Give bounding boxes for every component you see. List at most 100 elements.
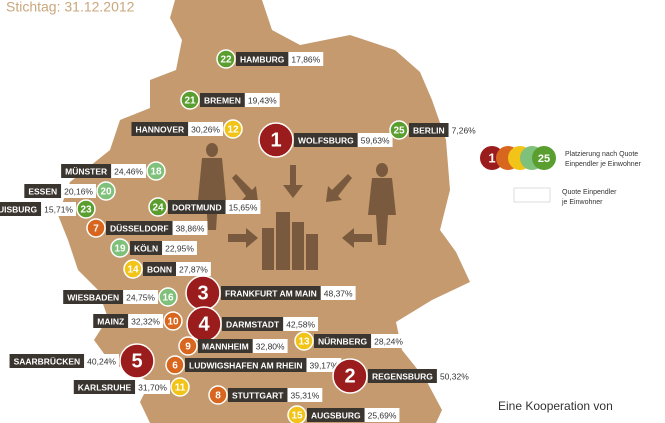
city-quote-box xyxy=(61,184,96,198)
rank-circle xyxy=(258,122,294,158)
rank-circle xyxy=(148,197,168,217)
city-name: LUDWIGSHAFEN AM RHEIN xyxy=(189,360,302,370)
legend-box xyxy=(513,187,551,203)
city-name-box xyxy=(0,202,42,216)
city: WIESBADEN 24,75% 16 xyxy=(63,287,178,307)
rank: 12 xyxy=(227,125,239,136)
city: ESSEN 20,16% 20 xyxy=(24,181,116,201)
city-quote: 38,86% xyxy=(176,223,205,233)
city: DARMSTADT 42,58% 4 xyxy=(186,306,319,342)
city-name-box xyxy=(106,221,173,235)
rank: 14 xyxy=(127,265,139,276)
rank-circle xyxy=(216,49,236,69)
rank: 15 xyxy=(291,411,303,422)
rank-circle xyxy=(76,199,96,219)
rank: 10 xyxy=(167,317,179,328)
city-name: AUGSBURG xyxy=(311,410,361,420)
city-name: MÜNSTER xyxy=(65,166,107,176)
city: FRANKFURT AM MAIN 48,37% 3 xyxy=(185,275,356,311)
city-name-box xyxy=(130,241,163,255)
city-quote: 40,24% xyxy=(87,356,116,366)
city-name: FRANKFURT AM MAIN xyxy=(225,288,317,298)
legend: 1 25 Platzierung nach Quote Einpendler j… xyxy=(480,146,642,206)
city-quote-box xyxy=(41,202,76,216)
city-quote-box xyxy=(288,52,324,66)
rank-circle xyxy=(180,90,200,110)
city-quote: 42,58% xyxy=(286,319,315,329)
city-name: BREMEN xyxy=(204,95,241,105)
rank-circle xyxy=(294,331,314,351)
city: DÜSSELDORF 38,86% 7 xyxy=(86,218,208,238)
city-name: DORTMUND xyxy=(172,202,222,212)
rank: 11 xyxy=(175,383,186,394)
footer: Eine Kooperation von xyxy=(498,399,613,413)
city-quote: 20,16% xyxy=(64,186,93,196)
city-quote-box xyxy=(244,93,280,107)
city: BONN 27,87% 14 xyxy=(123,259,211,279)
city-quote: 25,69% xyxy=(368,410,397,420)
city-name-box xyxy=(228,388,288,402)
city-quote-box xyxy=(320,286,356,300)
rank-circle xyxy=(178,336,198,356)
rank: 3 xyxy=(197,282,208,304)
city-name-box xyxy=(93,314,129,328)
city-name: HANNOVER xyxy=(136,124,185,134)
city-name: DUISBURG xyxy=(0,204,38,214)
rank-circle xyxy=(119,343,155,379)
rank: 18 xyxy=(150,167,162,178)
rank: 4 xyxy=(198,313,210,335)
city-name-box xyxy=(9,354,85,368)
city-name: KARLSRUHE xyxy=(78,382,132,392)
legend-text: je Einwohner xyxy=(561,199,603,206)
city: SAARBRÜCKEN 40,24% 5 xyxy=(9,343,155,379)
city-quote: 19,43% xyxy=(248,95,277,105)
legend-text: Quote Einpendler xyxy=(562,189,617,196)
city-quote-box xyxy=(135,380,170,394)
city-name: HAMBURG xyxy=(240,54,285,64)
city-name-box xyxy=(368,369,437,383)
rank-circle xyxy=(208,385,228,405)
city-name: SAARBRÜCKEN xyxy=(14,356,81,366)
city-quote: 30,26% xyxy=(191,124,220,134)
decoration xyxy=(198,143,396,270)
rank: 8 xyxy=(215,391,221,402)
city: DORTMUND 15,65% 24 xyxy=(148,197,261,217)
city-quote: 15,71% xyxy=(44,204,73,214)
city: LUDWIGSHAFEN AM RHEIN 39,17% 6 xyxy=(165,355,342,375)
rank: 7 xyxy=(93,224,99,235)
city: MAINZ 32,32% 10 xyxy=(93,311,183,331)
rank: 20 xyxy=(100,187,112,198)
city: REGENSBURG 50,32% 2 xyxy=(332,358,472,394)
rank: 1 xyxy=(270,129,281,151)
city-quote-box xyxy=(188,122,223,136)
rank-circle xyxy=(170,377,190,397)
rank: 2 xyxy=(344,365,355,387)
city: KÖLN 22,95% 19 xyxy=(110,238,197,258)
city-quote: 17,86% xyxy=(291,54,320,64)
rank-circle xyxy=(389,120,409,140)
city-quote-box xyxy=(172,221,208,235)
city-quote-box xyxy=(84,354,119,368)
city-name: REGENSBURG xyxy=(372,371,433,381)
city-quote-box xyxy=(123,290,158,304)
legend-text: Einpendler je Einwohner xyxy=(565,161,642,168)
city-quote-box xyxy=(176,262,211,276)
legend-rank: 1 xyxy=(488,150,495,165)
rank-circle xyxy=(86,218,106,238)
rank: 23 xyxy=(80,205,92,216)
city: AUGSBURG 25,69% 15 xyxy=(287,405,400,423)
city-name: MANNHEIM xyxy=(202,341,249,351)
city-quote-box xyxy=(306,358,342,372)
city-name-box xyxy=(314,334,372,348)
city-name-box xyxy=(307,408,365,422)
city: BERLIN 7,26% 25 xyxy=(389,120,479,140)
city-quote-box xyxy=(162,241,197,255)
legend-circle xyxy=(532,146,556,170)
city: KARLSRUHE 31,70% 11 xyxy=(73,377,190,397)
city-quote: 59,63% xyxy=(361,135,390,145)
rank-circle xyxy=(110,238,130,258)
city-quote-box xyxy=(436,369,472,383)
rank-circle xyxy=(123,259,143,279)
city-name: WIESBADEN xyxy=(67,292,119,302)
